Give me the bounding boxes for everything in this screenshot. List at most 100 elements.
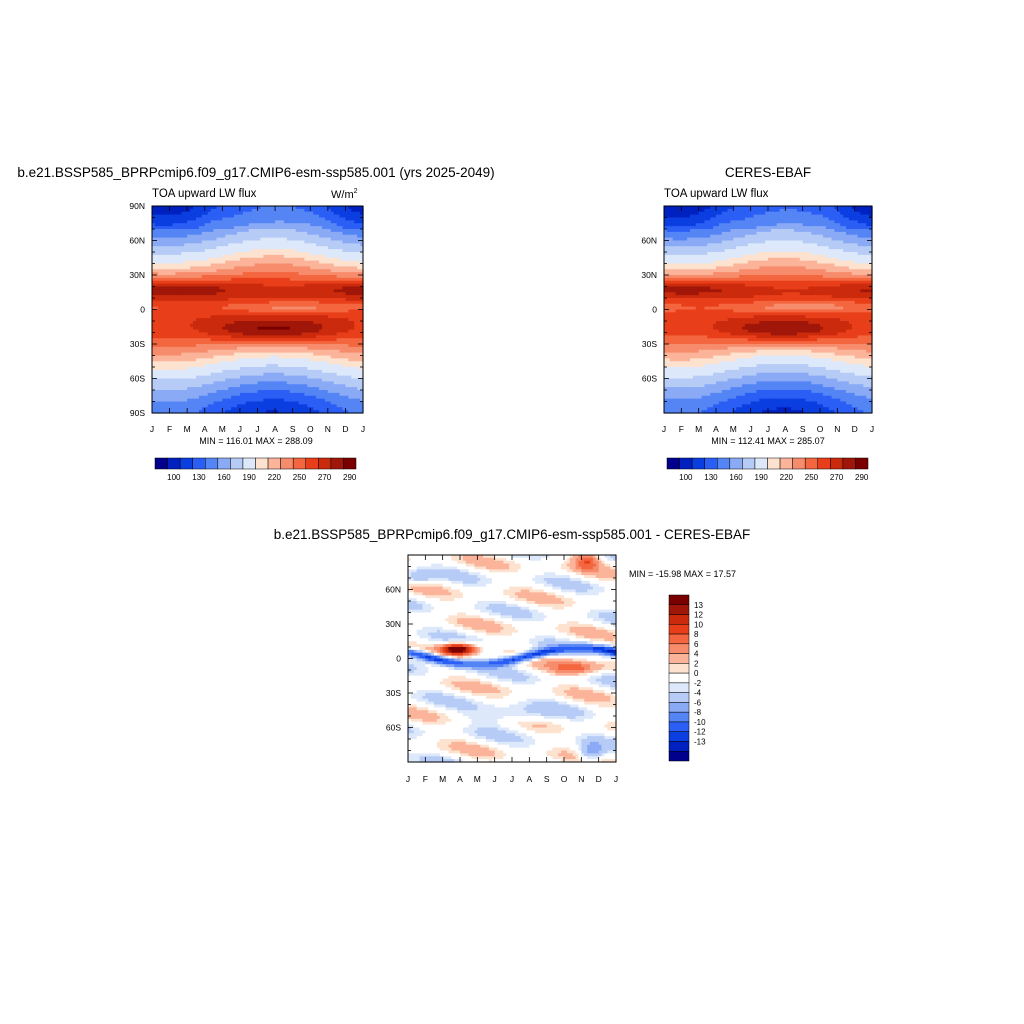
heatmap-cell [231, 254, 235, 259]
heatmap-cell [239, 254, 244, 259]
heatmap-cell [234, 300, 238, 305]
heatmap-cell [231, 289, 235, 293]
heatmap-cell [251, 249, 256, 253]
heatmap-cell [152, 269, 156, 273]
heatmap-cell [336, 298, 341, 302]
heatmap-cell [327, 280, 332, 285]
heatmap-cell [321, 252, 326, 256]
heatmap-cell [324, 240, 329, 244]
heatmap-cell [184, 275, 188, 279]
heatmap-cell [204, 266, 209, 270]
heatmap-cell [316, 260, 320, 265]
heatmap-cell [154, 223, 159, 227]
heatmap-cell [181, 292, 185, 296]
heatmap-cell [257, 229, 262, 233]
heatmap-cell [316, 292, 320, 296]
heatmap-cell [260, 295, 264, 299]
heatmap-cell [154, 292, 159, 296]
heatmap-cell [157, 220, 162, 224]
heatmap-cell [286, 231, 291, 236]
heatmap-cell [321, 243, 326, 247]
heatmap-cell [321, 214, 326, 219]
heatmap-cell [195, 292, 200, 296]
heatmap-cell [321, 289, 326, 293]
heatmap-cell [348, 263, 352, 267]
heatmap-cell [207, 298, 212, 302]
heatmap-cell [336, 254, 341, 259]
heatmap-cell [336, 286, 341, 290]
heatmap-cell [254, 208, 259, 213]
heatmap-cell [181, 300, 185, 305]
heatmap-cell [219, 240, 223, 244]
heatmap-cell [351, 269, 355, 273]
heatmap-cell [251, 240, 256, 244]
heatmap-cell [231, 286, 235, 290]
heatmap-cell [278, 280, 282, 285]
heatmap-cell [272, 229, 276, 233]
heatmap-cell [163, 240, 168, 244]
heatmap-cell [263, 286, 267, 290]
heatmap-cell [231, 217, 235, 221]
heatmap-cell [198, 269, 203, 273]
heatmap-cell [269, 303, 273, 308]
heatmap-cell [213, 208, 218, 213]
heatmap-cell [295, 306, 300, 311]
heatmap-cell [172, 260, 177, 265]
heatmap-cell [351, 295, 355, 299]
heatmap-cell [289, 206, 294, 210]
heatmap-cell [187, 289, 191, 293]
heatmap-cell [289, 220, 294, 224]
heatmap-cell [169, 220, 174, 224]
heatmap-cell [260, 237, 264, 242]
heatmap-cell [251, 298, 256, 302]
heatmap-cell [339, 206, 344, 210]
heatmap-cell [251, 263, 256, 267]
heatmap-cell [242, 266, 247, 270]
heatmap-cell [178, 214, 182, 219]
heatmap-cell [310, 246, 314, 250]
heatmap-cell [304, 246, 308, 250]
heatmap-cell [187, 257, 191, 262]
heatmap-cell [234, 286, 238, 290]
heatmap-cell [307, 240, 311, 244]
heatmap-cell [190, 266, 194, 270]
heatmap-cell [327, 298, 332, 302]
heatmap-cell [348, 303, 352, 308]
heatmap-cell [181, 260, 185, 265]
heatmap-cell [169, 217, 174, 221]
heatmap-cell [201, 283, 206, 288]
heatmap-cell [242, 240, 247, 244]
heatmap-cell [280, 246, 285, 250]
heatmap-cell [357, 231, 361, 236]
heatmap-cell [190, 306, 194, 311]
heatmap-cell [204, 298, 209, 302]
heatmap-cell [204, 303, 209, 308]
heatmap-cell [330, 246, 335, 250]
heatmap-cell [321, 246, 326, 250]
heatmap-cell [184, 211, 188, 216]
heatmap-cell [198, 214, 203, 219]
heatmap-cell [272, 217, 276, 221]
heatmap-cell [169, 229, 174, 233]
heatmap-cell [198, 220, 203, 224]
heatmap-cell [152, 220, 156, 224]
heatmap-cell [286, 254, 291, 259]
heatmap-cell [225, 260, 229, 265]
heatmap-cell [234, 260, 238, 265]
heatmap-cell [345, 283, 349, 288]
heatmap-cell [236, 263, 241, 267]
heatmap-cell [304, 295, 308, 299]
heatmap-cell [172, 226, 177, 230]
heatmap-cell [234, 231, 238, 236]
heatmap-cell [204, 283, 209, 288]
heatmap-cell [351, 275, 355, 279]
heatmap-cell [154, 206, 159, 210]
heatmap-cell [178, 249, 182, 253]
heatmap-cell [216, 300, 220, 305]
heatmap-cell [210, 280, 215, 285]
heatmap-cell [292, 249, 297, 253]
heatmap-cell [301, 243, 305, 247]
heatmap-cell [251, 295, 256, 299]
heatmap-cell [351, 211, 355, 216]
heatmap-cell [283, 243, 288, 247]
